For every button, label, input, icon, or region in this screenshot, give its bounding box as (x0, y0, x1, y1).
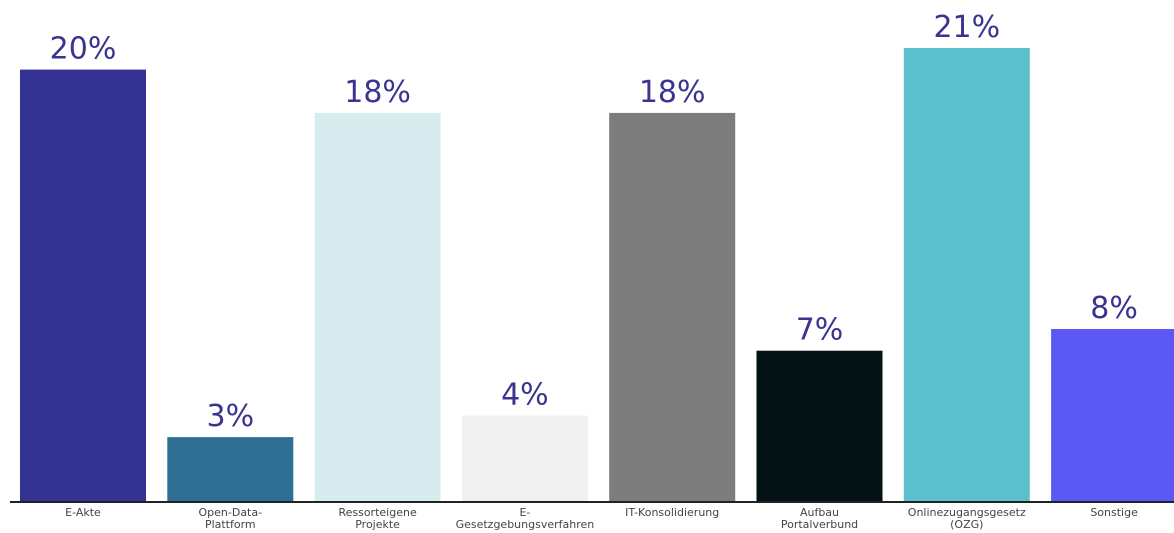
bar-6 (903, 48, 1030, 502)
bar-4 (609, 112, 736, 503)
bar-5 (756, 350, 883, 502)
category-label-5: Aufbau Portalverbund (781, 506, 858, 531)
category-label-line: IT-Konsolidierung (625, 506, 719, 519)
category-label-0: E-Akte (65, 506, 101, 519)
bars-group (20, 48, 1174, 503)
category-label-line: Plattform (205, 518, 256, 531)
bar-2 (314, 112, 441, 503)
category-label-line: Gesetzgebungsverfahren (456, 518, 595, 531)
bar-3 (461, 415, 588, 502)
value-label-4: 18% (639, 75, 706, 110)
category-label-3: E-Gesetzgebungsverfahren (456, 506, 595, 531)
category-label-line: Onlinezugangsgesetz (908, 506, 1026, 519)
category-label-6: Onlinezugangsgesetz (OZG) (908, 506, 1026, 531)
bar-0 (20, 69, 146, 502)
value-label-6: 21% (933, 10, 1000, 45)
category-label-line: (OZG) (950, 518, 983, 531)
category-label-7: Sonstige (1090, 506, 1138, 519)
category-label-line: E- (519, 506, 530, 519)
value-label-1: 3% (207, 399, 255, 434)
category-label-4: IT-Konsolidierung (625, 506, 719, 519)
category-label-line: Aufbau (800, 506, 839, 519)
category-label-line: E-Akte (65, 506, 101, 519)
category-label-line: Ressorteigene (338, 506, 416, 519)
category-label-line: Open-Data- (199, 506, 263, 519)
value-label-7: 8% (1090, 291, 1138, 326)
category-label-2: Ressorteigene Projekte (338, 506, 416, 531)
value-label-2: 18% (344, 75, 411, 110)
category-label-1: Open-Data-Plattform (199, 506, 263, 531)
value-label-0: 20% (50, 32, 117, 67)
category-labels-group: E-Akte Open-Data-Plattform Ressorteigene Pr… (65, 506, 1138, 531)
bar-7 (1051, 329, 1174, 502)
value-label-3: 4% (501, 378, 549, 413)
bar-1 (167, 437, 294, 502)
value-label-5: 7% (796, 313, 844, 348)
category-label-line: Sonstige (1090, 506, 1138, 519)
category-label-line: Portalverbund (781, 518, 858, 531)
value-labels-group: 20% 3% 18% 4% 18% 7% 21% 8% (50, 10, 1138, 434)
category-label-line: Projekte (355, 518, 400, 531)
